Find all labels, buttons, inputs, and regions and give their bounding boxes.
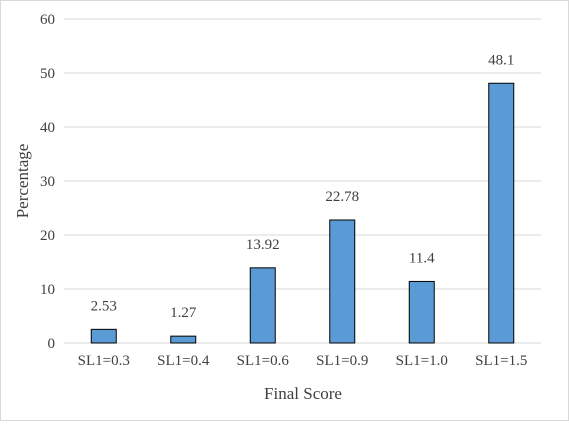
gridlines xyxy=(64,18,541,344)
bar-sl1-0-9 xyxy=(329,219,356,344)
x-axis-title: Final Score xyxy=(264,384,342,403)
y-tick-label: 60 xyxy=(40,12,55,28)
y-tick-label: 30 xyxy=(40,174,55,190)
x-axis-ticks: SL1=0.3 SL1=0.4 SL1=0.6 SL1=0.9 SL1=1.0 SL1=1… xyxy=(78,353,528,369)
bar-sl1-0-4 xyxy=(170,335,197,344)
x-tick-label: SL1=0.6 xyxy=(237,353,290,369)
x-tick-label: SL1=0.9 xyxy=(316,353,368,369)
y-axis-title: Percentage xyxy=(13,144,32,219)
y-tick-label: 20 xyxy=(40,228,55,244)
y-tick-label: 0 xyxy=(48,336,56,352)
bar-sl1-0-3 xyxy=(90,328,117,344)
data-label: 22.78 xyxy=(325,189,359,205)
data-label: 48.1 xyxy=(488,52,514,68)
bars xyxy=(90,82,515,344)
data-label: 2.53 xyxy=(91,298,117,314)
data-label: 13.92 xyxy=(246,237,280,253)
bar-sl1-1-0 xyxy=(408,280,435,344)
x-tick-label: SL1=1.5 xyxy=(475,353,527,369)
bar-sl1-1-5 xyxy=(488,82,515,344)
data-label: 11.4 xyxy=(409,250,435,266)
y-tick-label: 10 xyxy=(40,282,55,298)
y-tick-label: 50 xyxy=(40,66,55,82)
data-label: 1.27 xyxy=(170,305,197,321)
x-tick-label: SL1=1.0 xyxy=(396,353,448,369)
x-tick-label: SL1=0.4 xyxy=(157,353,210,369)
bar-sl1-0-6 xyxy=(249,267,276,344)
x-tick-label: SL1=0.3 xyxy=(78,353,130,369)
data-labels: 2.53 1.27 13.92 22.78 11.4 48.1 xyxy=(91,52,515,321)
y-axis-ticks: 0 10 20 30 40 50 60 xyxy=(40,12,55,352)
y-tick-label: 40 xyxy=(40,120,55,136)
